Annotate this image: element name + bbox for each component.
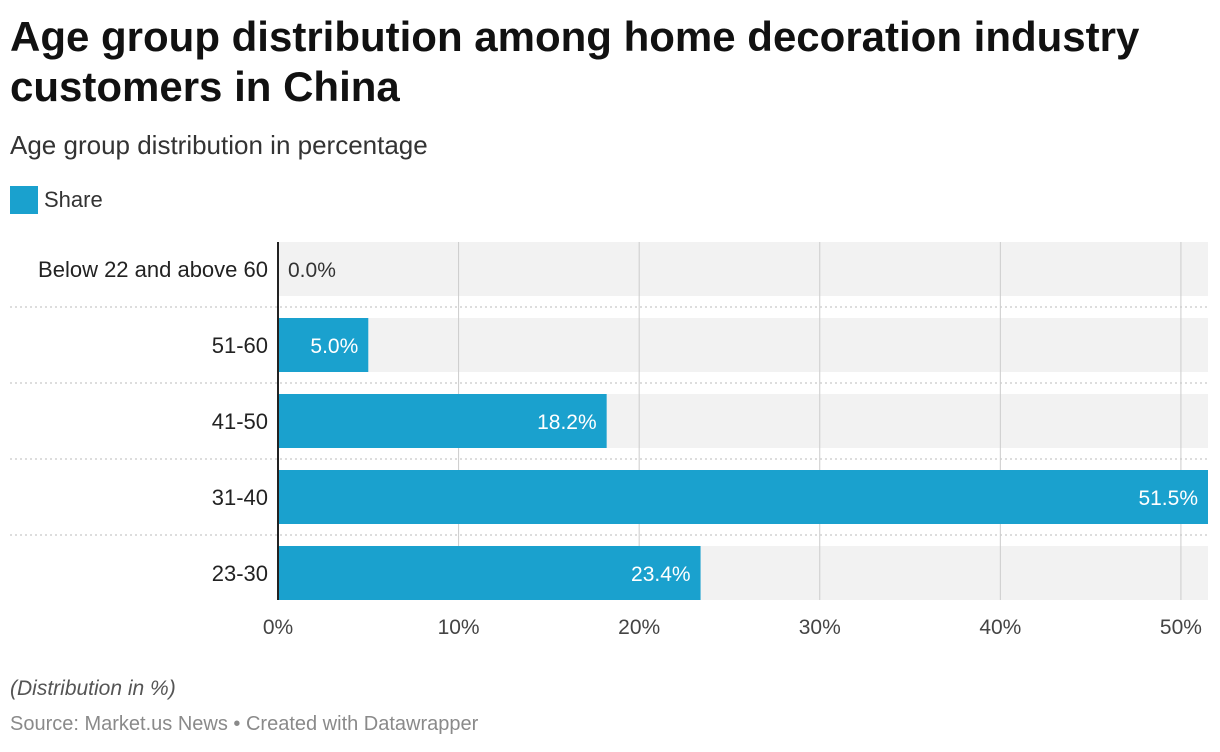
bar-value-label: 23.4% bbox=[631, 563, 691, 586]
bar-value-label: 18.2% bbox=[537, 411, 597, 434]
chart-subtitle: Age group distribution in percentage bbox=[10, 130, 428, 160]
category-label: 31-40 bbox=[212, 485, 268, 510]
x-tick-label: 50% bbox=[1160, 616, 1202, 639]
category-label: 51-60 bbox=[212, 333, 268, 358]
bar bbox=[278, 546, 701, 600]
legend: Share bbox=[10, 186, 103, 214]
bar bbox=[278, 318, 369, 372]
bar-value-label: 0.0% bbox=[288, 259, 336, 282]
category-label: Below 22 and above 60 bbox=[38, 257, 268, 282]
bar bbox=[278, 470, 1208, 524]
bar-track bbox=[278, 318, 1208, 372]
legend-swatch bbox=[10, 186, 38, 214]
legend-label: Share bbox=[44, 187, 103, 212]
category-label: 41-50 bbox=[212, 409, 268, 434]
bar bbox=[278, 394, 607, 448]
x-tick-label: 30% bbox=[799, 616, 841, 639]
x-tick-label: 0% bbox=[263, 616, 293, 639]
x-tick-label: 20% bbox=[618, 616, 660, 639]
chart-note: (Distribution in %) bbox=[10, 677, 176, 700]
bar-track bbox=[278, 242, 1208, 296]
bar-value-label: 5.0% bbox=[310, 335, 358, 358]
x-tick-label: 40% bbox=[979, 616, 1021, 639]
source-credit: Source: Market.us News • Created with Da… bbox=[10, 713, 479, 735]
chart-title: Age group distribution among home decora… bbox=[10, 13, 1140, 110]
category-label: 23-30 bbox=[212, 561, 268, 586]
x-tick-label: 10% bbox=[438, 616, 480, 639]
bar-value-label: 51.5% bbox=[1138, 487, 1198, 510]
